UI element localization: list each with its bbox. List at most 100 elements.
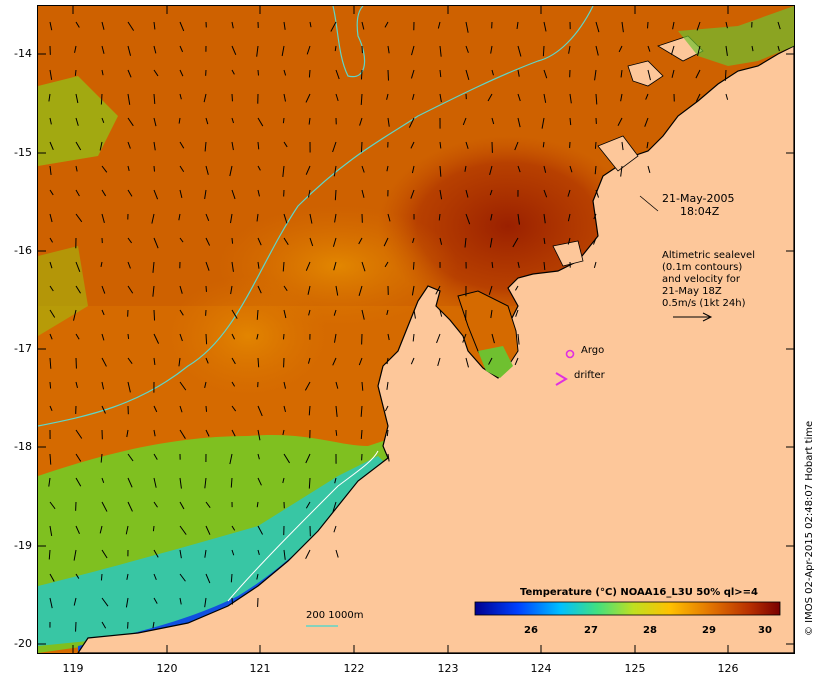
velocity-arrow [283, 285, 288, 292]
velocity-arrow [307, 357, 311, 364]
velocity-arrow [410, 69, 415, 79]
velocity-arrow [283, 549, 286, 560]
velocity-arrow [153, 117, 157, 127]
lon-label: 125 [624, 662, 646, 675]
velocity-arrow [361, 21, 365, 30]
velocity-arrow [334, 189, 337, 201]
velocity-arrow [75, 117, 79, 126]
velocity-arrow [647, 69, 651, 81]
velocity-arrow [205, 261, 210, 271]
velocity-arrow [282, 477, 285, 484]
shelf-cyan-band [38, 456, 388, 646]
velocity-arrow [74, 69, 77, 76]
velocity-arrow [49, 213, 53, 223]
velocity-arrow [203, 93, 207, 103]
velocity-arrow [595, 21, 600, 33]
colorbar-title: Temperature (°C) NOAA16_L3U 50% ql>=4 [520, 587, 759, 598]
velocity-arrow [413, 309, 416, 319]
velocity-arrow [179, 429, 186, 439]
velocity-arrow [48, 93, 51, 102]
velocity-arrow [647, 45, 651, 52]
lon-label: 121 [249, 662, 271, 675]
velocity-arrow [101, 477, 105, 483]
velocity-arrow [179, 69, 184, 77]
velocity-arrow [231, 45, 237, 56]
velocity-arrow [282, 429, 285, 436]
velocity-arrow [153, 477, 157, 488]
argo-label: Argo [581, 345, 605, 356]
velocity-arrow [306, 45, 311, 55]
velocity-arrow [387, 213, 391, 222]
velocity-arrow [751, 45, 754, 52]
velocity-arrow [205, 357, 209, 364]
velocity-arrow [100, 453, 103, 463]
velocity-arrow [360, 141, 363, 153]
velocity-arrow [439, 141, 442, 149]
lat-label: -15 [14, 146, 32, 159]
velocity-arrow [360, 405, 363, 417]
velocity-arrow [567, 189, 571, 197]
velocity-arrow [282, 261, 285, 272]
isobath-1000m [38, 6, 594, 427]
velocity-arrow [179, 141, 185, 149]
velocity-arrow [153, 45, 157, 54]
velocity-arrow [594, 141, 597, 149]
velocity-arrow [332, 237, 337, 247]
velocity-arrow [412, 261, 415, 270]
image-date: 21-May-2005 [662, 192, 735, 205]
velocity-arrow [281, 45, 285, 57]
velocity-arrow [435, 285, 441, 295]
velocity-arrow [75, 141, 82, 151]
velocity-arrow [777, 21, 781, 30]
velocity-arrow [153, 93, 156, 104]
velocity-arrow [99, 141, 103, 151]
velocity-arrow [204, 549, 207, 558]
velocity-arrow [231, 141, 234, 151]
velocity-arrow [127, 261, 131, 269]
lon-label: 120 [156, 662, 178, 675]
velocity-arrow [153, 405, 158, 413]
velocity-arrow [593, 237, 597, 245]
australia-land [77, 45, 794, 653]
velocity-arrow [101, 69, 104, 76]
velocity-arrow [178, 213, 181, 221]
velocity-arrow [595, 45, 599, 56]
velocity-arrow [49, 357, 52, 369]
velocity-arrow [257, 261, 260, 269]
velocity-arrow [515, 285, 519, 291]
velocity-arrow [411, 165, 415, 174]
altimetry-note-line: Altimetric sealevel [662, 250, 755, 261]
velocity-arrow [517, 261, 520, 268]
velocity-arrow [230, 573, 233, 583]
velocity-arrow [48, 549, 51, 560]
velocity-arrow [205, 501, 211, 508]
velocity-arrow [153, 237, 159, 249]
lat-label: -16 [14, 244, 32, 257]
velocity-arrow [231, 597, 234, 605]
velocity-arrow [334, 45, 337, 52]
velocity-arrow [153, 141, 156, 151]
velocity-arrow [334, 213, 337, 223]
velocity-arrow [153, 453, 158, 460]
velocity-arrow [257, 237, 262, 246]
velocity-arrow [179, 405, 183, 413]
velocity-arrow [231, 261, 234, 272]
velocity-arrow [517, 165, 521, 173]
velocity-arrow [256, 573, 259, 580]
velocity-arrow [672, 21, 675, 30]
velocity-arrow [514, 141, 519, 151]
velocity-arrow [697, 45, 701, 57]
lat-label: -18 [14, 440, 32, 453]
velocity-arrow [127, 357, 133, 365]
velocity-arrow [305, 165, 311, 175]
velocity-arrow [205, 237, 211, 246]
velocity-arrow [73, 597, 77, 606]
velocity-arrow [332, 501, 337, 513]
lat-label: -19 [14, 539, 32, 552]
velocity-arrow [75, 333, 80, 340]
velocity-arrow [179, 309, 184, 316]
velocity-arrow [256, 309, 259, 320]
velocity-arrow [645, 93, 649, 100]
velocity-arrow [205, 333, 208, 345]
velocity-arrow [567, 237, 571, 245]
